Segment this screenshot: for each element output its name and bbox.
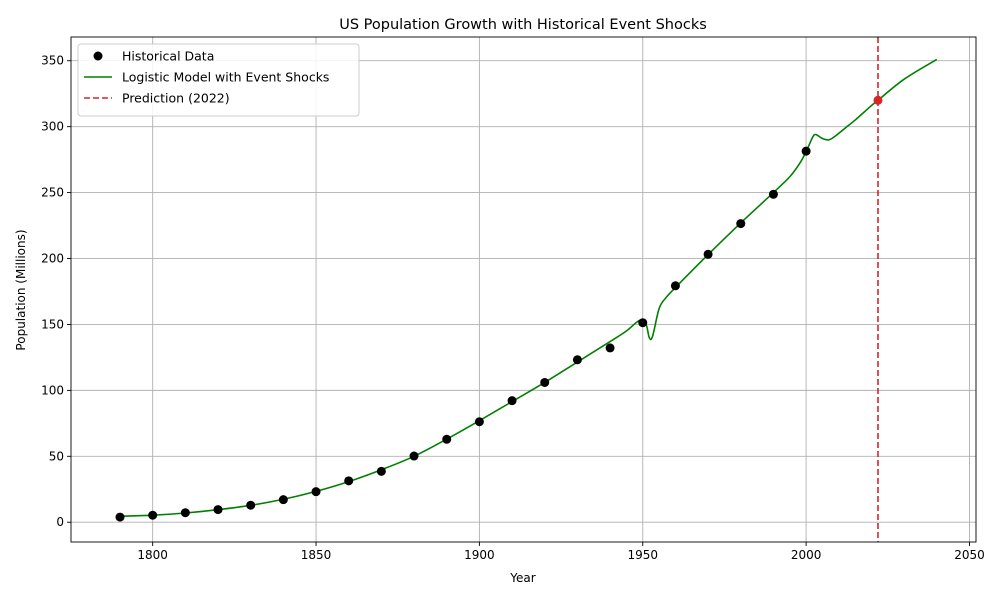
historical-point [801,146,811,156]
y-tick-label: 300 [41,120,64,134]
historical-point [670,281,680,291]
y-tick-label: 0 [56,515,64,529]
y-tick-label: 50 [49,449,64,463]
model-line [119,58,938,518]
y-tick-label: 350 [41,54,64,68]
historical-point [540,377,550,387]
legend-label-prediction: Prediction (2022) [122,91,230,106]
historical-point [638,318,648,328]
y-axis-label: Population (Millions) [14,229,28,350]
legend-label-model: Logistic Model with Event Shocks [122,70,329,85]
x-tick-label: 2050 [954,548,985,562]
x-tick-label: 1850 [301,548,332,562]
y-tick-label: 100 [41,383,64,397]
historical-point [376,466,386,476]
historical-point [703,249,713,259]
historical-point [213,505,223,515]
legend-marker-historical [93,51,103,61]
historical-point [180,508,190,518]
data-layer [115,37,938,542]
historical-point [278,495,288,505]
historical-point [507,396,517,406]
legend-box [77,43,360,117]
prediction-point [873,95,883,105]
historical-point [474,417,484,427]
historical-point [311,487,321,497]
historical-point [148,510,158,520]
x-axis-label: Year [509,571,535,585]
y-tick-label: 250 [41,186,64,200]
historical-point [409,451,419,461]
historical-point [572,355,582,365]
legend-label-historical: Historical Data [122,49,214,64]
historical-point [736,219,746,229]
historical-point [768,189,778,199]
historical-point [442,434,452,444]
x-tick-label: 1900 [464,548,495,562]
plot-frame [70,36,977,543]
historical-point [605,343,615,353]
x-tick-label: 1950 [627,548,658,562]
historical-point [246,500,256,510]
x-tick-label: 1800 [137,548,168,562]
x-tick-label: 2000 [791,548,822,562]
y-tick-label: 200 [41,252,64,266]
grid-layer [71,37,976,542]
y-tick-label: 150 [41,317,64,331]
chart-title: US Population Growth with Historical Eve… [339,17,707,33]
tick-layer: 1800 1850 1900 1950 2000 2050 0 50 100 150 200 250 3… [41,54,985,562]
historical-point [344,476,354,486]
historical-point [115,512,125,522]
legend: Historical Data Logistic Model with Even… [77,43,360,117]
